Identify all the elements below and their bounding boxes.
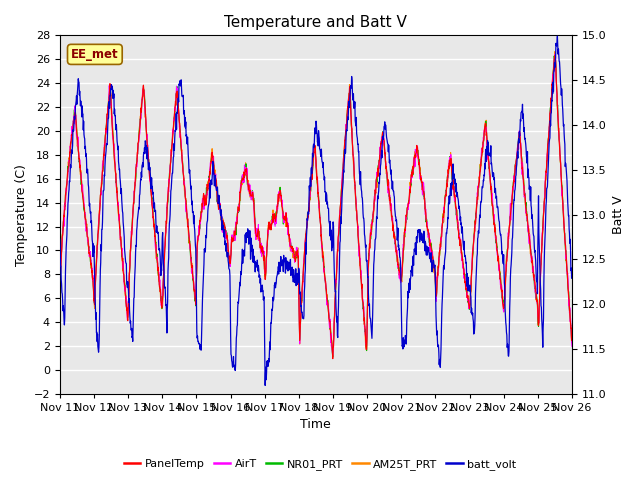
AM25T_PRT	[56, 284, 63, 290]
Y-axis label: Batt V: Batt V	[612, 195, 625, 234]
AM25T_PRT	[170, 124, 177, 130]
NR01_PRT	[56, 277, 63, 283]
AirT	[463, 287, 470, 292]
batt_volt	[261, 383, 269, 388]
PanelTemp	[396, 267, 403, 273]
Legend: PanelTemp, AirT, NR01_PRT, AM25T_PRT, batt_volt: PanelTemp, AirT, NR01_PRT, AM25T_PRT, ba…	[119, 455, 521, 474]
AM25T_PRT	[551, 49, 559, 55]
AirT	[508, 197, 515, 203]
PanelTemp	[170, 119, 177, 124]
NR01_PRT	[568, 339, 576, 345]
batt_volt	[554, 33, 561, 39]
NR01_PRT	[551, 52, 559, 58]
Y-axis label: Temperature (C): Temperature (C)	[15, 164, 28, 265]
AM25T_PRT	[227, 250, 235, 255]
batt_volt	[227, 351, 235, 357]
batt_volt	[170, 154, 177, 159]
AirT	[170, 117, 177, 123]
batt_volt	[568, 267, 576, 273]
batt_volt	[396, 246, 403, 252]
PanelTemp	[568, 337, 576, 343]
PanelTemp	[157, 300, 165, 306]
AirT	[568, 344, 576, 349]
batt_volt	[508, 256, 515, 262]
Text: EE_met: EE_met	[71, 48, 118, 61]
AirT	[56, 274, 63, 279]
NR01_PRT	[508, 201, 515, 206]
AirT	[157, 302, 165, 308]
AirT	[552, 51, 559, 57]
AM25T_PRT	[568, 338, 576, 344]
NR01_PRT	[396, 265, 403, 271]
NR01_PRT	[463, 288, 470, 294]
AM25T_PRT	[463, 280, 470, 286]
Line: AirT: AirT	[60, 54, 572, 355]
NR01_PRT	[329, 354, 337, 360]
PanelTemp	[551, 52, 559, 58]
Line: AM25T_PRT: AM25T_PRT	[60, 52, 572, 352]
NR01_PRT	[157, 294, 165, 300]
AirT	[329, 352, 337, 358]
Line: NR01_PRT: NR01_PRT	[60, 55, 572, 357]
PanelTemp	[463, 286, 470, 291]
AirT	[396, 276, 403, 281]
Title: Temperature and Batt V: Temperature and Batt V	[225, 15, 407, 30]
PanelTemp	[56, 273, 63, 279]
PanelTemp	[508, 201, 515, 206]
batt_volt	[463, 260, 470, 265]
NR01_PRT	[227, 252, 235, 257]
batt_volt	[56, 236, 63, 242]
AM25T_PRT	[508, 206, 515, 212]
X-axis label: Time: Time	[301, 419, 332, 432]
AM25T_PRT	[157, 300, 165, 306]
PanelTemp	[329, 356, 337, 361]
PanelTemp	[227, 252, 235, 257]
Line: batt_volt: batt_volt	[60, 36, 572, 385]
AM25T_PRT	[329, 349, 337, 355]
AM25T_PRT	[396, 266, 403, 272]
AirT	[227, 251, 235, 257]
NR01_PRT	[170, 120, 177, 125]
batt_volt	[157, 264, 165, 269]
Line: PanelTemp: PanelTemp	[60, 55, 572, 359]
